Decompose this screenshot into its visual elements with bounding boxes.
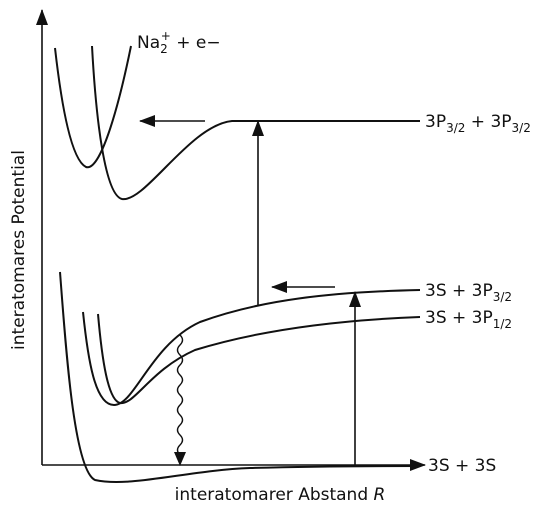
excited-lower-curve bbox=[97, 313, 421, 405]
ground-curve bbox=[59, 271, 421, 483]
x-axis-label: interatomarer Abstand R bbox=[175, 485, 386, 505]
state-label: 3P3/2 + 3P3/2 bbox=[425, 112, 531, 135]
doubly-excited-curve bbox=[91, 45, 420, 201]
label-text: 3S + 3P bbox=[425, 281, 493, 301]
label-text: + e− bbox=[171, 33, 221, 53]
label-symbol: R bbox=[374, 485, 386, 505]
wavy-emission bbox=[176, 334, 184, 456]
label-text: + 3P bbox=[465, 112, 511, 132]
ion-curve bbox=[54, 45, 132, 169]
label-sub: 3/2 bbox=[512, 121, 531, 135]
label-sup: + bbox=[161, 29, 171, 43]
label-text: Na bbox=[137, 33, 160, 53]
label-text: interatomarer Abstand bbox=[175, 485, 374, 505]
label-sub: 3/2 bbox=[493, 290, 512, 304]
arrowhead bbox=[174, 452, 186, 466]
y-axis-label: interatomares Potential bbox=[9, 150, 29, 350]
label-sub: 1/2 bbox=[493, 317, 512, 331]
state-label: Na2+ + e− bbox=[137, 29, 221, 56]
excited-upper-curve bbox=[82, 289, 421, 407]
state-label: 3S + 3P1/2 bbox=[425, 308, 512, 331]
state-label: 3S + 3P3/2 bbox=[425, 281, 512, 304]
label-sub: 2 bbox=[160, 42, 168, 56]
label-text: 3P bbox=[425, 112, 446, 132]
label-sub: 3/2 bbox=[446, 121, 465, 135]
state-label: 3S + 3S bbox=[428, 456, 496, 476]
label-text: 3S + 3P bbox=[425, 308, 493, 328]
